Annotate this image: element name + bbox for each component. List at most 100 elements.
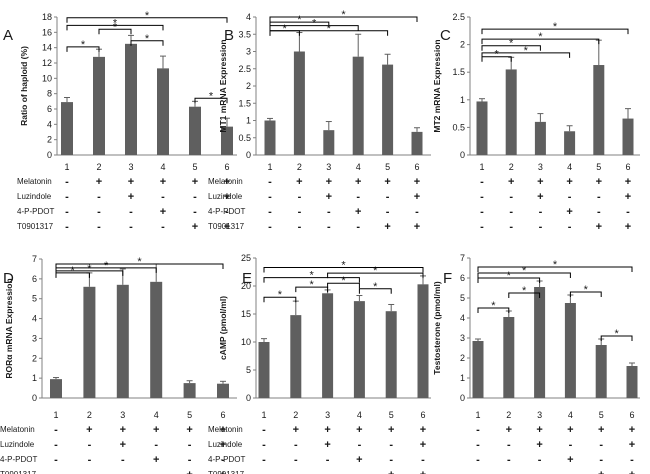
treatment-sign: + <box>324 424 330 436</box>
y-tick-label: 15 <box>241 309 251 319</box>
treatment-sign: - <box>476 454 480 466</box>
significance-bracket <box>477 277 541 283</box>
bar <box>593 65 605 155</box>
treatment-sign: - <box>509 206 513 218</box>
x-tick-label: 2 <box>96 162 101 172</box>
significance-bracket <box>269 30 389 36</box>
significance-star: * <box>584 284 589 296</box>
treatment-sign: + <box>220 424 226 436</box>
treatment-sign: + <box>153 424 159 436</box>
treatment-sign: - <box>480 206 484 218</box>
significance-bracket <box>269 21 330 28</box>
treatment-sign: - <box>88 469 92 474</box>
significance-bracket <box>600 335 633 341</box>
treatment-sign: + <box>508 176 514 188</box>
treatment-sign: - <box>221 454 225 466</box>
treatment-sign: - <box>54 424 58 436</box>
x-tick-label: 5 <box>192 162 197 172</box>
treatment-sign: - <box>188 439 192 451</box>
treatment-sign: - <box>161 221 165 233</box>
significance-bracket <box>327 282 360 289</box>
y-tick-label: 6 <box>47 104 52 114</box>
y-tick-label: 5 <box>246 365 251 375</box>
significance-bracket <box>66 24 164 31</box>
x-tick-label: 1 <box>267 162 272 172</box>
treatment-sign: - <box>507 469 511 474</box>
treatment-sign: + <box>326 176 332 188</box>
treatment-sign: - <box>154 469 158 474</box>
significance-bracket <box>55 267 157 273</box>
treatment-sign: - <box>480 191 484 203</box>
y-tick-label: 3 <box>246 47 251 57</box>
bar <box>353 301 365 398</box>
treatment-sign: + <box>356 454 362 466</box>
significance-bracket <box>477 272 571 278</box>
bar <box>217 383 229 398</box>
significance-bracket <box>481 38 600 45</box>
significance-star: * <box>209 90 214 102</box>
significance-star: * <box>522 285 527 297</box>
panel-letter: F <box>443 270 452 287</box>
treatment-sign: + <box>220 439 226 451</box>
bar <box>411 131 423 155</box>
treatment-sign: - <box>88 439 92 451</box>
bar <box>622 118 634 155</box>
treatment-sign: + <box>566 176 572 188</box>
x-tick-label: 5 <box>385 162 390 172</box>
treatment-label: Melatonin <box>17 177 52 186</box>
x-tick-label: 4 <box>154 410 159 420</box>
significance-star: * <box>113 21 118 33</box>
y-tick-label: 6 <box>32 274 37 284</box>
treatment-sign: - <box>97 191 101 203</box>
significance-bracket <box>269 16 418 22</box>
significance-bracket <box>194 97 228 104</box>
treatment-sign: - <box>509 221 513 233</box>
x-tick-label: 2 <box>506 410 511 420</box>
treatment-sign: + <box>153 454 159 466</box>
treatment-sign: - <box>569 469 573 474</box>
treatment-sign: + <box>355 206 361 218</box>
treatment-sign: + <box>355 176 361 188</box>
bar <box>125 43 137 156</box>
x-tick-label: 6 <box>224 162 229 172</box>
y-tick-label: 1 <box>460 95 465 105</box>
bar <box>534 121 546 155</box>
x-tick-label: 3 <box>120 410 125 420</box>
y-tick-label: 0 <box>460 150 465 160</box>
y-tick-label: 20 <box>241 281 251 291</box>
treatment-sign: + <box>567 454 573 466</box>
y-tick-label: 0 <box>32 393 37 403</box>
x-tick-label: 5 <box>389 410 394 420</box>
y-tick-label: 1 <box>460 373 465 383</box>
treatment-sign: - <box>597 191 601 203</box>
significance-star: * <box>113 17 118 29</box>
x-tick-label: 3 <box>537 410 542 420</box>
significance-star: * <box>491 300 496 312</box>
significance-star: * <box>87 263 92 275</box>
significance-bracket <box>263 296 297 303</box>
y-tick-label: 1 <box>246 116 251 126</box>
x-tick-label: 6 <box>625 162 630 172</box>
treatment-sign: - <box>358 469 362 474</box>
significance-bracket <box>263 267 424 273</box>
x-tick-label: 4 <box>568 410 573 420</box>
significance-star: * <box>341 275 346 287</box>
treatment-sign: + <box>625 176 631 188</box>
x-tick-label: 3 <box>538 162 543 172</box>
panel-c: C 0 0.5 1 1.5 2 2.5 MT2 mRNA Expression 1 2 3 4 5 6 * *… <box>432 12 640 233</box>
y-tick-label: 1 <box>32 373 37 383</box>
bar <box>150 281 163 398</box>
y-tick-label: 0 <box>246 150 251 160</box>
treatment-label: 4-P-PDOT <box>17 207 54 216</box>
x-tick-label: 1 <box>479 162 484 172</box>
bar <box>382 64 394 155</box>
treatment-sign: - <box>568 221 572 233</box>
y-tick-label: 0 <box>47 150 52 160</box>
treatment-sign: + <box>414 221 420 233</box>
treatment-sign: + <box>192 221 198 233</box>
treatment-label: 4-P-PDOT <box>208 207 245 216</box>
treatment-sign: - <box>597 206 601 218</box>
bar <box>290 315 302 398</box>
